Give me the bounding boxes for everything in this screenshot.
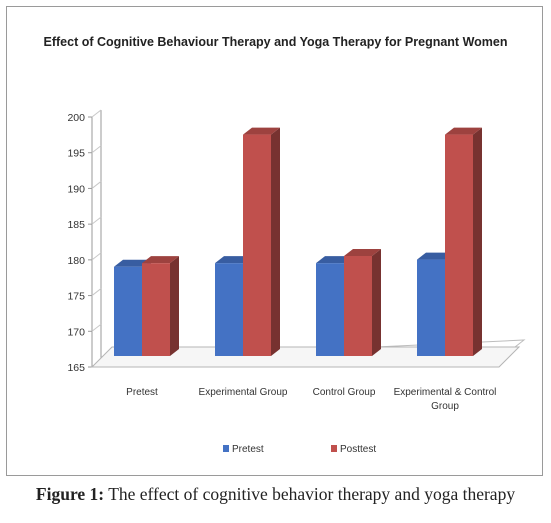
- bar-pretest-1: [215, 256, 252, 356]
- x-tick-label: Control Group: [313, 387, 376, 398]
- y-tick-label: 195: [67, 148, 85, 160]
- bar-top: [344, 249, 381, 256]
- chart-floor: [90, 346, 521, 368]
- bar-top: [243, 127, 280, 135]
- bar-front: [215, 263, 243, 356]
- figure-caption-text: The effect of cognitive behavior therapy…: [104, 484, 516, 504]
- y-tick-label: 190: [67, 183, 85, 195]
- y-tick-depth: [91, 181, 102, 189]
- bar-front: [114, 266, 142, 356]
- y-tick-depth: [91, 252, 102, 261]
- y-tick-label: 170: [67, 326, 85, 338]
- y-tick-depth: [91, 216, 102, 225]
- bar-top: [316, 256, 353, 264]
- y-tick-depth: [91, 323, 102, 332]
- legend-label: Pretest: [232, 444, 264, 455]
- legend-item-posttest: Posttest: [331, 444, 376, 455]
- bar-front: [344, 256, 372, 356]
- y-tick-label: 175: [67, 291, 85, 303]
- x-tick-label: Group: [431, 401, 459, 412]
- x-tick-label: Experimental & Control: [394, 387, 497, 398]
- bar-posttest-3: [445, 127, 482, 356]
- bar-side: [271, 127, 280, 356]
- bar-posttest-2: [344, 249, 381, 356]
- y-tick-label: 165: [67, 362, 85, 374]
- legend-swatch: [223, 445, 229, 452]
- legend-label: Posttest: [340, 444, 376, 455]
- x-tick-label: Experimental Group: [199, 387, 288, 398]
- y-tick-depth: [91, 288, 102, 296]
- bar-top: [445, 127, 482, 135]
- bar-front: [316, 263, 344, 356]
- y-tick-depth: [91, 109, 102, 118]
- bar-top: [142, 256, 179, 264]
- figure-caption: Figure 1: The effect of cognitive behavi…: [0, 484, 551, 505]
- bar-front: [417, 259, 445, 356]
- x-tick-label: Pretest: [126, 387, 158, 398]
- figure-caption-label: Figure 1:: [35, 484, 105, 504]
- y-tick-label: 185: [67, 219, 85, 231]
- bar-front: [243, 134, 271, 356]
- bar-front: [142, 263, 170, 356]
- bar-top: [114, 259, 151, 267]
- bar-posttest-0: [142, 256, 179, 356]
- chart-title: Effect of Cognitive Behaviour Therapy an…: [44, 35, 508, 49]
- y-tick-label: 180: [67, 255, 85, 267]
- bar-side: [170, 256, 179, 356]
- legend-swatch: [331, 445, 337, 452]
- bar-side: [372, 249, 381, 356]
- bar-top: [215, 256, 252, 264]
- y-tick-depth: [91, 145, 102, 154]
- bar-side: [473, 127, 482, 356]
- bar-top: [417, 252, 454, 260]
- bar-posttest-1: [243, 127, 280, 356]
- legend-item-pretest: Pretest: [223, 444, 264, 455]
- y-tick-label: 200: [67, 112, 85, 124]
- bar-front: [445, 134, 473, 356]
